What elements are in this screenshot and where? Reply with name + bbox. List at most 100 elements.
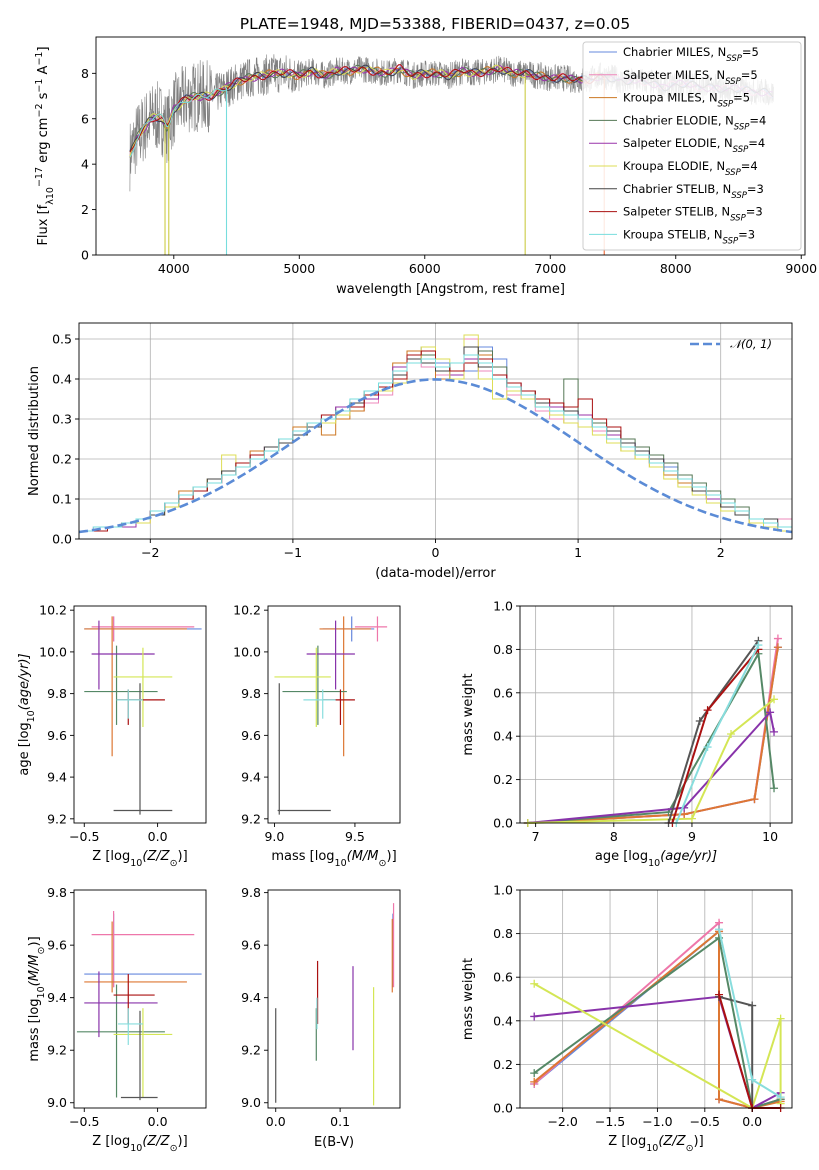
legend-entry-base: Chabrier STELIB, N: [623, 182, 731, 196]
y-tick-label: 9.4: [47, 770, 67, 785]
legend-entry-sub: SSP: [726, 54, 742, 64]
y-tick-label: 9.2: [241, 811, 261, 826]
legend-entry-sub: SSP: [730, 214, 746, 224]
x-axis-label: Z [log10(Z/Z⊙)]: [92, 1134, 187, 1154]
y-tick-label: 0.8: [493, 642, 513, 657]
x-tick-label: 9.0: [264, 829, 284, 844]
y-tick-label: 0.2: [493, 1057, 513, 1072]
weight-marker: [770, 727, 779, 736]
y-tick-label: 9.6: [241, 728, 261, 743]
legend-entry-sub: SSP: [718, 100, 734, 110]
y-axis-label: Normed distribution: [27, 366, 42, 496]
y-tick-label: 10.0: [39, 644, 67, 659]
weight-line-6: [533, 982, 782, 1110]
legend-entry-base: Kroupa ELODIE, N: [623, 159, 725, 173]
y-axis-label-part: −17: [34, 167, 45, 187]
figure-title: PLATE=1948, MJD=53388, FIBERID=0437, z=0…: [240, 15, 630, 33]
y-tick-label: 4: [81, 157, 89, 172]
legend-entry: Salpeter MILES, NSSP=5: [623, 68, 758, 87]
y-tick-label: 0.3: [52, 412, 72, 427]
x-tick-label: 0: [432, 545, 440, 560]
x-tick-label: −1: [284, 545, 302, 560]
y-tick-label: 10.2: [233, 603, 261, 618]
x-tick-label: 0.0: [148, 1114, 168, 1129]
y-tick-label: 6: [81, 111, 89, 126]
x-tick-label: −1.0: [642, 1114, 672, 1129]
x-axis-label-part: Z [log: [92, 1134, 130, 1149]
legend-entry: Kroupa MILES, NSSP=5: [623, 91, 750, 110]
axes-layer: [70, 36, 806, 1112]
y-axis-label-part: 10: [45, 187, 56, 199]
x-axis-label-part: )]: [178, 849, 188, 864]
x-tick-label: 0.0: [148, 829, 168, 844]
weight-marker: [530, 1012, 539, 1021]
y-tick-label: 9.8: [241, 885, 261, 900]
y-axis-label: mass [log10(M/M⊙)]: [27, 936, 47, 1061]
y-axis-label-part: age [log: [17, 722, 32, 775]
y-tick-label: 0.5: [52, 332, 72, 347]
y-tick-label: 0.1: [52, 492, 72, 507]
legend-entry-tail: =3: [747, 182, 764, 196]
residual-histogram-9: [79, 354, 792, 539]
y-tick-label: 10.2: [39, 603, 67, 618]
weight-marker: [715, 1095, 724, 1104]
y-tick-label: 0.0: [52, 532, 72, 547]
legend-entry-tail: =3: [746, 205, 763, 219]
x-axis-label-part: 10: [648, 858, 660, 869]
x-axis-label: mass [log10(M/M⊙)]: [271, 849, 396, 869]
legend-entry-tail: =5: [742, 45, 759, 59]
x-tick-label: 9.5: [345, 829, 365, 844]
axes-frame: [73, 889, 207, 1109]
weight-marker: [773, 634, 782, 643]
weight-marker: [773, 643, 782, 652]
x-axis-label: Z [log10(Z/Z⊙)]: [608, 1134, 703, 1154]
y-axis-label: mass weight: [461, 673, 476, 755]
weight-line-6: [527, 698, 775, 824]
weight-marker: [530, 979, 539, 988]
axes-frame: [73, 605, 207, 824]
legend-entry-tail: =5: [741, 68, 758, 82]
legend-entry: Chabrier ELODIE, NSSP=4: [623, 113, 766, 132]
legend-entry: Kroupa ELODIE, NSSP=4: [623, 159, 758, 178]
y-axis-label: mass weight: [461, 958, 476, 1040]
y-tick-label: 8: [81, 66, 89, 81]
y-tick-label: 9.2: [241, 1043, 261, 1058]
y-tick-label: 0.6: [493, 970, 513, 985]
weight-marker: [703, 743, 712, 752]
axes-frame: [519, 605, 793, 824]
weight-marker: [748, 1075, 757, 1084]
weight-marker: [727, 730, 736, 739]
y-axis-label-part: (M/M: [27, 954, 42, 986]
x-tick-label: 4000: [158, 261, 190, 276]
y-tick-label: 0.2: [493, 772, 513, 787]
axes-frame: [519, 889, 793, 1109]
axes-frame: [267, 889, 401, 1109]
x-axis-label-part: (M/M: [347, 849, 379, 864]
y-tick-label: 9.4: [241, 990, 261, 1005]
x-tick-label: 0.1: [330, 1114, 350, 1129]
x-tick-label: 6000: [409, 261, 441, 276]
legend-entry-tail: =4: [741, 159, 758, 173]
x-tick-label: 2: [717, 545, 725, 560]
y-tick-label: 9.2: [47, 1043, 67, 1058]
y-tick-label: 9.8: [47, 686, 67, 701]
x-axis-label-part: )]: [387, 849, 397, 864]
x-axis-label-part: ⊙: [170, 1143, 178, 1154]
legend-entry: Kroupa STELIB, NSSP=3: [623, 227, 755, 246]
y-tick-label: 0.0: [493, 816, 513, 831]
x-axis-label: Z [log10(Z/Z⊙)]: [92, 849, 187, 869]
y-tick-label: 9.8: [47, 885, 67, 900]
y-tick-label: 0.2: [52, 452, 72, 467]
weight-marker: [703, 706, 712, 715]
weight-marker: [776, 1093, 785, 1102]
weight-marker: [754, 641, 763, 650]
weight-line-5: [527, 710, 775, 824]
y-axis-label-part: A: [36, 65, 51, 78]
x-axis-label-part: 10: [335, 858, 347, 869]
legend-entry-tail: =4: [749, 113, 766, 127]
x-tick-label: 8: [610, 829, 618, 844]
weight-line-3: [527, 647, 779, 824]
y-tick-label: 1.0: [493, 883, 513, 898]
weight-marker: [748, 1001, 757, 1010]
